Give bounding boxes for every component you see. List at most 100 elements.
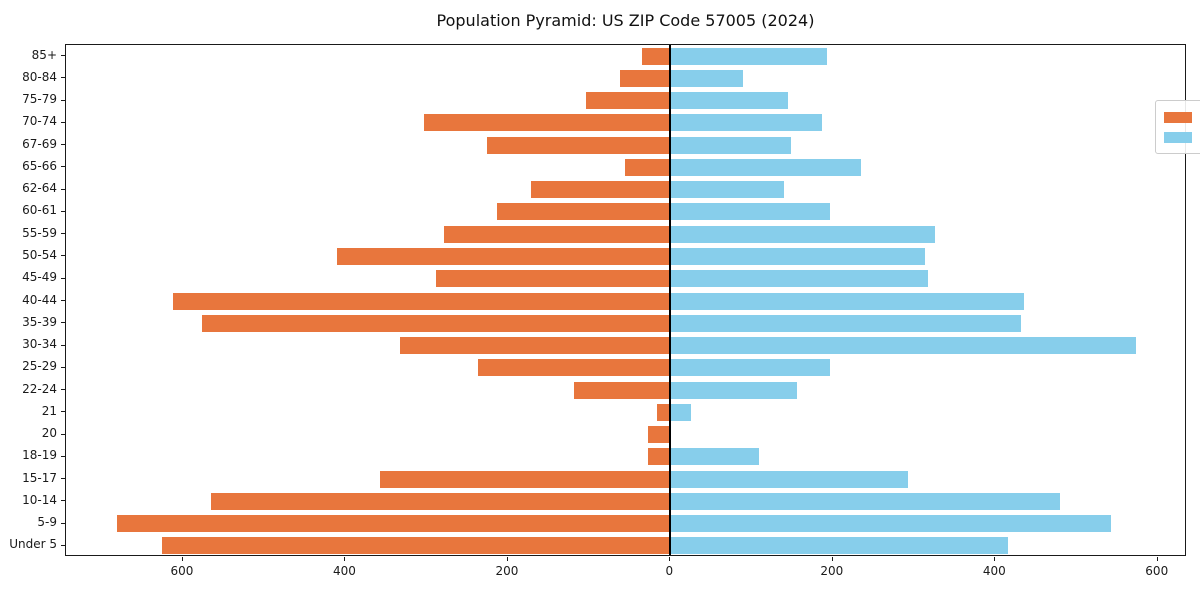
x-tick-label: 0 bbox=[665, 564, 674, 578]
female-bar bbox=[670, 203, 831, 221]
y-tick-label: 67-69 bbox=[22, 136, 57, 151]
male-bar bbox=[486, 136, 671, 154]
male-bar bbox=[620, 69, 671, 87]
y-tick-mark bbox=[61, 478, 65, 480]
male-swatch-icon bbox=[1164, 111, 1192, 123]
y-tick-label: 40-44 bbox=[22, 292, 57, 307]
y-tick-label: 35-39 bbox=[22, 314, 57, 329]
female-bar bbox=[670, 337, 1136, 355]
male-bar bbox=[210, 492, 671, 510]
y-tick-mark bbox=[61, 166, 65, 168]
y-tick-label: 55-59 bbox=[22, 225, 57, 240]
female-bar bbox=[670, 515, 1111, 533]
y-tick-mark bbox=[61, 300, 65, 301]
x-tick-mark bbox=[344, 557, 346, 561]
male-bar bbox=[379, 470, 671, 488]
male-bar bbox=[585, 92, 671, 110]
male-bar bbox=[117, 515, 671, 533]
male-bar bbox=[641, 47, 671, 65]
y-tick-label: 65-66 bbox=[22, 158, 57, 173]
y-tick-mark bbox=[61, 389, 65, 391]
male-bar bbox=[496, 203, 671, 221]
chart-title: Population Pyramid: US ZIP Code 57005 (2… bbox=[436, 11, 815, 30]
y-tick-mark bbox=[61, 322, 65, 324]
male-bar bbox=[443, 225, 671, 243]
female-bar bbox=[670, 136, 792, 154]
female-bar bbox=[670, 492, 1061, 510]
female-bar bbox=[670, 225, 936, 243]
female-bar bbox=[670, 448, 759, 466]
female-bar bbox=[670, 181, 785, 199]
y-tick-label: 80-84 bbox=[22, 69, 57, 84]
y-tick-label: 75-79 bbox=[22, 92, 57, 107]
male-bar bbox=[436, 270, 671, 288]
male-bar bbox=[573, 381, 671, 399]
female-bar bbox=[670, 403, 692, 421]
y-tick-mark bbox=[61, 500, 65, 502]
y-tick-mark bbox=[61, 433, 65, 435]
y-tick-label: 25-29 bbox=[22, 359, 57, 374]
y-tick-mark bbox=[61, 55, 65, 57]
female-bar bbox=[670, 247, 925, 265]
y-tick-label: 15-17 bbox=[22, 470, 57, 485]
female-bar bbox=[670, 314, 1022, 332]
female-bar bbox=[670, 537, 1009, 555]
y-tick-label: 20 bbox=[41, 426, 57, 441]
y-tick-label: 45-49 bbox=[22, 270, 57, 285]
y-tick-label: 21 bbox=[41, 403, 57, 418]
male-bar bbox=[624, 158, 671, 176]
y-tick-label: 22-24 bbox=[22, 381, 57, 396]
male-bar bbox=[530, 181, 671, 199]
male-bar bbox=[648, 448, 671, 466]
male-bar bbox=[399, 337, 671, 355]
x-tick-label: 600 bbox=[1145, 564, 1169, 578]
y-tick-label: 70-74 bbox=[22, 114, 57, 129]
y-tick-mark bbox=[61, 344, 65, 346]
y-tick-mark bbox=[61, 277, 65, 279]
y-tick-label: 62-64 bbox=[22, 181, 57, 196]
plot-area: Male Female bbox=[65, 44, 1200, 556]
y-tick-label: 50-54 bbox=[22, 247, 57, 262]
female-bar bbox=[670, 470, 908, 488]
y-tick-mark bbox=[61, 233, 65, 235]
x-tick-label: 200 bbox=[820, 564, 844, 578]
y-tick-mark bbox=[61, 144, 65, 146]
male-bar bbox=[477, 359, 671, 377]
x-tick-mark bbox=[506, 557, 508, 561]
x-tick-mark bbox=[181, 557, 183, 561]
female-swatch-icon bbox=[1164, 131, 1192, 143]
y-tick-label: 18-19 bbox=[22, 448, 57, 463]
x-tick-label: 200 bbox=[495, 564, 519, 578]
female-bar bbox=[670, 158, 862, 176]
male-bar bbox=[202, 314, 671, 332]
y-tick-label: 5-9 bbox=[37, 515, 57, 530]
legend-item-female: Female bbox=[1164, 127, 1200, 147]
y-tick-mark bbox=[61, 99, 65, 101]
y-tick-label: 60-61 bbox=[22, 203, 57, 218]
male-bar bbox=[648, 426, 671, 444]
y-tick-mark bbox=[61, 188, 65, 190]
zero-axis-line bbox=[669, 45, 672, 555]
female-bar bbox=[670, 92, 789, 110]
female-bar bbox=[670, 359, 830, 377]
y-tick-label: Under 5 bbox=[9, 537, 57, 552]
female-bar bbox=[670, 114, 823, 132]
x-tick-mark bbox=[669, 557, 671, 561]
y-tick-label: 10-14 bbox=[22, 492, 57, 507]
male-bar bbox=[173, 292, 671, 310]
x-tick-mark bbox=[1156, 557, 1158, 561]
male-bar bbox=[336, 247, 671, 265]
female-bar bbox=[670, 292, 1024, 310]
y-tick-label: 85+ bbox=[31, 47, 57, 62]
x-tick-label: 600 bbox=[170, 564, 194, 578]
legend-item-male: Male bbox=[1164, 107, 1200, 127]
female-bar bbox=[670, 381, 798, 399]
female-bar bbox=[670, 270, 928, 288]
male-bar bbox=[656, 403, 671, 421]
y-tick-mark bbox=[61, 522, 65, 524]
y-tick-mark bbox=[61, 411, 65, 413]
y-tick-mark bbox=[61, 210, 65, 212]
x-tick-mark bbox=[831, 557, 833, 561]
male-bar bbox=[161, 537, 671, 555]
y-tick-mark bbox=[61, 77, 65, 79]
